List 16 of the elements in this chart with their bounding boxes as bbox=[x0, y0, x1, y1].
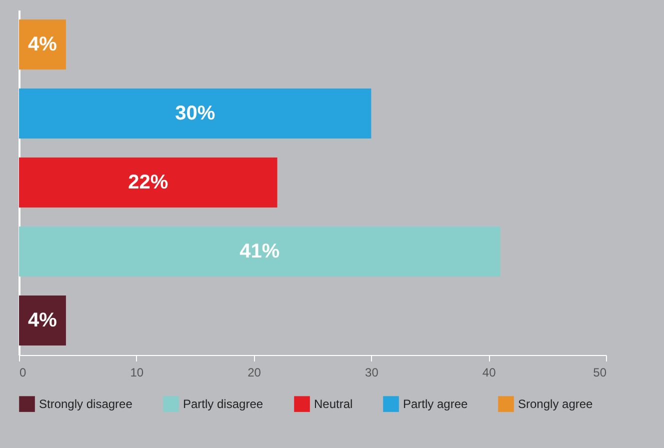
data-label: 4% bbox=[28, 34, 58, 56]
x-tick-label: 30 bbox=[365, 366, 379, 380]
data-label: 41% bbox=[240, 240, 280, 262]
legend-label: Strongly disagree bbox=[39, 397, 133, 412]
data-label: 30% bbox=[175, 102, 216, 124]
legend-label: Partly agree bbox=[403, 397, 468, 412]
x-tick-label: 50 bbox=[593, 366, 607, 380]
legend-label: Srongly agree bbox=[518, 397, 594, 412]
x-tick-label: 40 bbox=[482, 366, 496, 380]
x-tick-label: 0 bbox=[20, 366, 26, 380]
legend-label: Neutral bbox=[314, 397, 353, 412]
legend-label: Partly disagree bbox=[183, 397, 264, 412]
data-label: 22% bbox=[128, 172, 168, 194]
x-tick-label: 10 bbox=[130, 366, 144, 380]
data-label: 4% bbox=[28, 310, 58, 332]
x-tick-label: 20 bbox=[248, 366, 262, 380]
